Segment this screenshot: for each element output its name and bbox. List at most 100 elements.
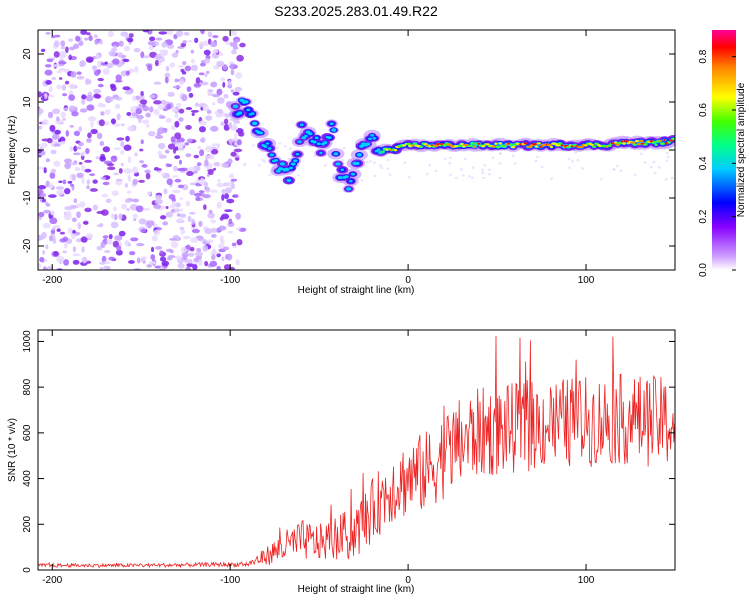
noise-speck [202,245,209,252]
ridge-blob [246,108,251,112]
ridge-blob [284,167,290,172]
noise-speck [192,263,198,270]
ridge-blob [239,98,245,103]
noise-speck [181,94,188,102]
noise-speck [92,204,98,211]
noise-speck [599,178,603,181]
noise-speck [174,178,182,183]
noise-speck [234,86,243,92]
ridge-blob [304,134,308,138]
noise-speck [69,125,75,128]
ridge-blob [329,122,334,125]
noise-speck [85,32,91,36]
noise-speck [487,172,491,176]
ridge-core [405,142,412,146]
spectrogram-ytick-label: 20 [22,48,33,60]
noise-speck [234,132,238,139]
noise-speck [84,207,92,213]
noise-speck [64,206,73,211]
noise-speck [127,242,131,247]
noise-speck [62,250,68,254]
noise-speck [102,146,111,153]
noise-speck [132,95,137,102]
noise-speck [234,39,240,43]
noise-speck [52,64,61,68]
noise-speck [147,64,153,72]
noise-speck [186,171,194,177]
noise-speck [148,94,156,98]
noise-speck [73,130,81,137]
noise-speck [114,79,123,83]
noise-speck [275,146,279,150]
noise-speck [491,156,495,159]
noise-speck [498,162,502,165]
noise-speck [268,174,272,177]
noise-speck [84,37,89,41]
noise-speck [177,263,185,269]
noise-speck [112,58,120,65]
snr-ytick-label: 400 [22,470,33,487]
noise-speck [128,260,135,264]
noise-speck [41,138,50,142]
noise-speck [209,260,218,267]
noise-speck [53,250,59,257]
noise-speck [229,63,235,70]
noise-speck [59,50,66,57]
noise-speck [65,210,72,217]
ridge-blob [289,166,294,170]
noise-speck [428,164,432,167]
noise-speck [231,242,237,247]
noise-speck [38,234,42,242]
noise-speck [80,165,86,172]
snr-xtick-label: 100 [578,575,595,586]
noise-speck [574,151,578,154]
noise-speck [221,193,225,201]
noise-speck [142,30,150,33]
noise-speck [56,228,61,232]
noise-speck [82,221,89,225]
noise-speck [513,162,517,165]
noise-speck [40,192,47,198]
ridge-core [639,140,644,143]
noise-speck [665,151,669,155]
noise-speck [230,68,235,76]
noise-speck [403,161,407,164]
noise-speck [153,100,162,105]
noise-speck [230,178,238,182]
ridge-core [671,137,675,141]
colorbar-tick-label: 0.8 [698,49,709,63]
colorbar-tick-label: 0.4 [698,156,709,170]
noise-speck [181,252,189,258]
noise-speck [71,217,77,223]
noise-speck [140,90,144,97]
noise-speck [182,40,187,44]
noise-speck [166,248,173,253]
noise-speck [643,161,647,164]
snr-ytick-label: 0 [22,567,33,573]
ridge-core [477,142,481,145]
noise-speck [177,65,185,68]
noise-speck [62,236,69,242]
noise-speck [373,174,377,178]
noise-speck [198,72,205,76]
noise-speck [139,148,144,152]
noise-speck [185,266,191,270]
noise-speck [107,30,114,38]
noise-speck [218,225,227,231]
noise-speck [50,35,56,39]
noise-speck [42,222,51,229]
noise-speck [73,160,78,164]
snr-frame [37,329,676,571]
noise-speck [45,203,51,207]
noise-speck [204,159,209,167]
noise-speck [180,42,187,48]
noise-speck [44,64,52,68]
noise-speck [92,65,98,72]
noise-speck [155,37,163,41]
noise-speck [159,256,167,262]
noise-speck [207,168,215,173]
noise-speck [176,213,181,217]
noise-speck [135,205,144,213]
